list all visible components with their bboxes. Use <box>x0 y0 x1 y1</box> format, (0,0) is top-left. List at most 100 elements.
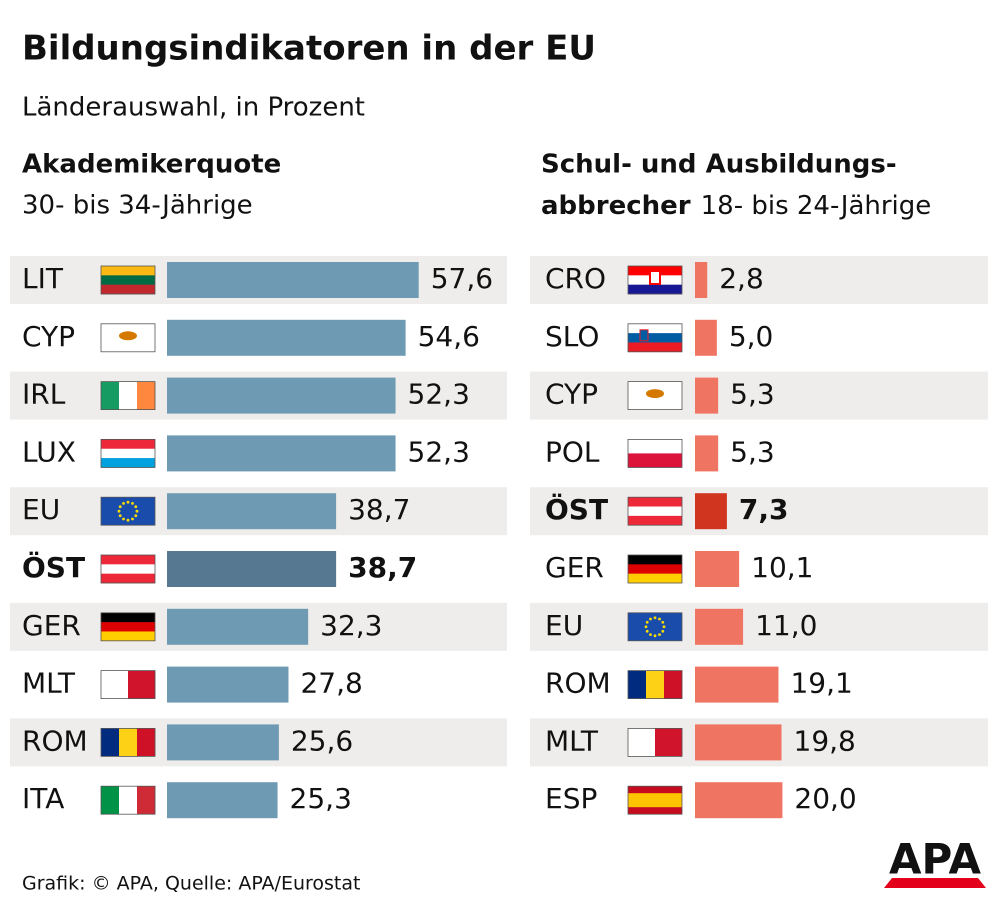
value-label: 5,3 <box>730 378 775 411</box>
flag-stripe <box>101 555 155 565</box>
flag-star <box>134 514 138 518</box>
row-band <box>530 371 988 420</box>
flag-stripe <box>119 786 138 815</box>
bar <box>695 493 727 530</box>
category-label: ROM <box>22 724 88 757</box>
value-label: 32,3 <box>320 609 382 642</box>
bar <box>695 724 782 761</box>
bar <box>167 493 337 530</box>
flag-stripe <box>628 786 682 794</box>
bar <box>695 551 740 587</box>
flag-border <box>627 612 683 642</box>
flag-star <box>662 625 666 629</box>
flag-stripe <box>664 670 683 699</box>
chart-title: Akademikerquote <box>22 150 281 180</box>
flag-stripe <box>137 728 156 757</box>
flag-star <box>645 620 649 624</box>
flag-stripe <box>101 670 129 699</box>
flag-stripe <box>101 573 155 584</box>
flag-border <box>100 323 156 353</box>
flag-stripe <box>628 807 682 815</box>
category-label: POL <box>545 435 600 468</box>
flag-border <box>100 612 156 642</box>
bar <box>167 319 406 356</box>
category-label: ITA <box>22 782 64 815</box>
flag-border <box>627 554 683 584</box>
chart-title-line: abbrecher 18- bis 24-Jährige <box>541 191 931 221</box>
row-band <box>530 602 988 651</box>
flag-stripe <box>101 612 155 623</box>
flag-border <box>100 265 156 295</box>
flag-star <box>126 500 130 504</box>
value-label: 5,3 <box>730 435 775 468</box>
subtitle: Länderauswahl, in Prozent <box>22 93 365 123</box>
bar <box>167 377 396 414</box>
bar <box>695 319 717 356</box>
category-label: EU <box>545 609 583 642</box>
logo-shape <box>884 878 986 888</box>
flag-stripe <box>628 342 682 353</box>
bar <box>167 724 279 761</box>
flag-star <box>122 502 125 505</box>
flag-stripe <box>137 381 156 410</box>
bar <box>167 666 289 703</box>
flag-star <box>661 629 665 633</box>
flag-star <box>126 518 130 522</box>
flag-emblem <box>649 270 661 285</box>
flag-stripe <box>628 555 682 565</box>
flag-border <box>627 438 683 468</box>
value-label: 27,8 <box>300 667 362 700</box>
bar <box>695 666 779 703</box>
value-label: 38,7 <box>348 493 410 526</box>
flag-emblem <box>646 389 664 399</box>
category-label: MLT <box>545 724 599 757</box>
flag-stripe <box>628 284 682 295</box>
category-label: ÖST <box>545 492 608 526</box>
flag-stripe <box>655 728 683 757</box>
flag-border <box>100 554 156 584</box>
value-label: 11,0 <box>755 609 817 642</box>
bar <box>695 435 719 472</box>
flag-border <box>627 381 683 411</box>
flag-stripe <box>628 453 682 468</box>
flag-border <box>100 785 156 815</box>
flag-stripe <box>101 275 155 285</box>
flag-border <box>100 496 156 526</box>
category-label: LIT <box>22 262 64 295</box>
flag-stripe <box>628 573 682 584</box>
value-label: 10,1 <box>751 551 813 584</box>
flag-stripe <box>101 622 155 632</box>
flag-emblem <box>639 329 649 342</box>
category-label: SLO <box>545 320 599 353</box>
bar <box>695 608 744 645</box>
flag-stripe <box>101 728 120 757</box>
flag-star <box>134 505 138 509</box>
value-label: 54,6 <box>418 320 480 353</box>
flag-stripe <box>628 515 682 526</box>
bar <box>167 262 419 298</box>
flag-border <box>627 785 683 815</box>
value-label: 20,0 <box>794 782 856 815</box>
flag-border <box>627 670 683 699</box>
flag-border <box>100 670 156 699</box>
category-label: CYP <box>22 320 75 353</box>
value-label: 19,1 <box>790 667 852 700</box>
source: Grafik: © APA, Quelle: APA/Eurostat <box>22 873 360 895</box>
flag-border <box>627 265 683 295</box>
bar <box>695 782 783 819</box>
category-label: GER <box>545 551 604 584</box>
value-label: 25,3 <box>290 782 352 815</box>
bar <box>167 435 396 472</box>
title: Bildungsindikatoren in der EU <box>22 29 596 69</box>
flag-stripe <box>101 786 120 815</box>
flag-emblem <box>119 331 137 341</box>
flag-stripe <box>628 800 682 808</box>
category-label: GER <box>22 609 81 642</box>
flag-star <box>131 502 134 505</box>
flag-star <box>661 620 665 624</box>
category-label: ROM <box>545 667 611 700</box>
bar <box>167 608 309 645</box>
flag-stripe <box>101 439 155 450</box>
value-label: 5,0 <box>729 320 774 353</box>
